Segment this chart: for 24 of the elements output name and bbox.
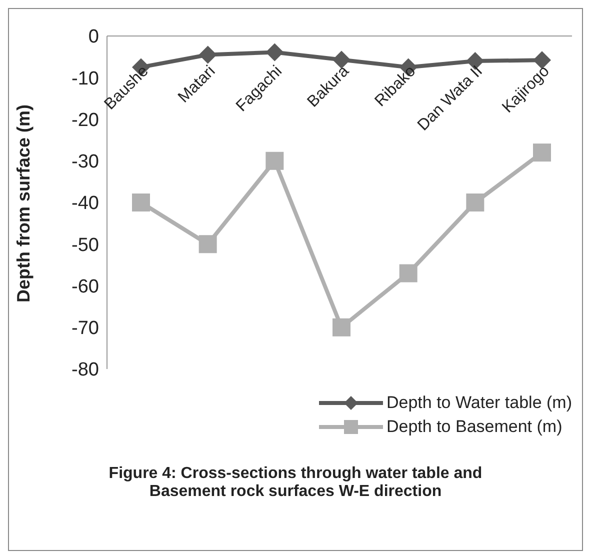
legend-label: Depth to Basement (m) [386,417,562,437]
y-tick-label: 0 [88,26,99,48]
point [332,318,350,336]
point [399,264,418,282]
point [266,152,284,170]
point [466,194,484,212]
point [198,235,217,254]
y-tick-label: -30 [72,152,99,173]
legend-label: Depth to Water table (m) [386,393,572,413]
y-axis-title: Depth from surface (m) [13,104,34,302]
caption: Figure 4: Cross-sections through water table and Basement rock surfaces W-E direction [108,465,484,501]
point [266,43,284,62]
point [533,51,551,70]
y-tick-label: -70 [72,318,99,340]
y-tick-label: -20 [72,110,99,131]
point [332,50,350,69]
y-tick-label: -80 [72,360,99,381]
y-tick-label: -60 [72,276,99,298]
point [198,46,217,64]
point [533,144,551,162]
y-tick-label: -10 [72,68,99,90]
y-tick-label: -40 [72,193,99,214]
y-tick-label: -50 [72,234,99,256]
point [132,194,150,212]
